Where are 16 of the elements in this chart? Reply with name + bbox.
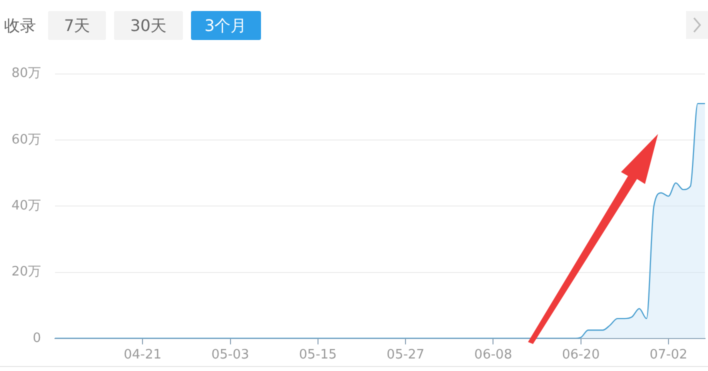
y-tick-label: 40万 [11,198,41,214]
text: 3个月 [190,10,261,40]
text: 30天 [114,10,183,40]
x-tick-label: 06-08 [474,348,512,363]
x-tick-label: 04-21 [124,348,162,363]
text: 7天 [48,10,106,40]
x-tick-label: 07-02 [650,348,688,363]
x-tick-label: 05-27 [386,348,424,363]
y-tick-label: 80万 [11,66,41,82]
x-tick-label: 05-15 [299,348,337,363]
text: 收录 [3,14,37,36]
x-tick-label: 06-20 [562,348,600,363]
y-tick-label: 0 [32,330,41,346]
y-tick-label: 20万 [11,264,41,280]
y-tick-label: 60万 [11,132,41,148]
x-tick-label: 05-03 [211,348,250,363]
